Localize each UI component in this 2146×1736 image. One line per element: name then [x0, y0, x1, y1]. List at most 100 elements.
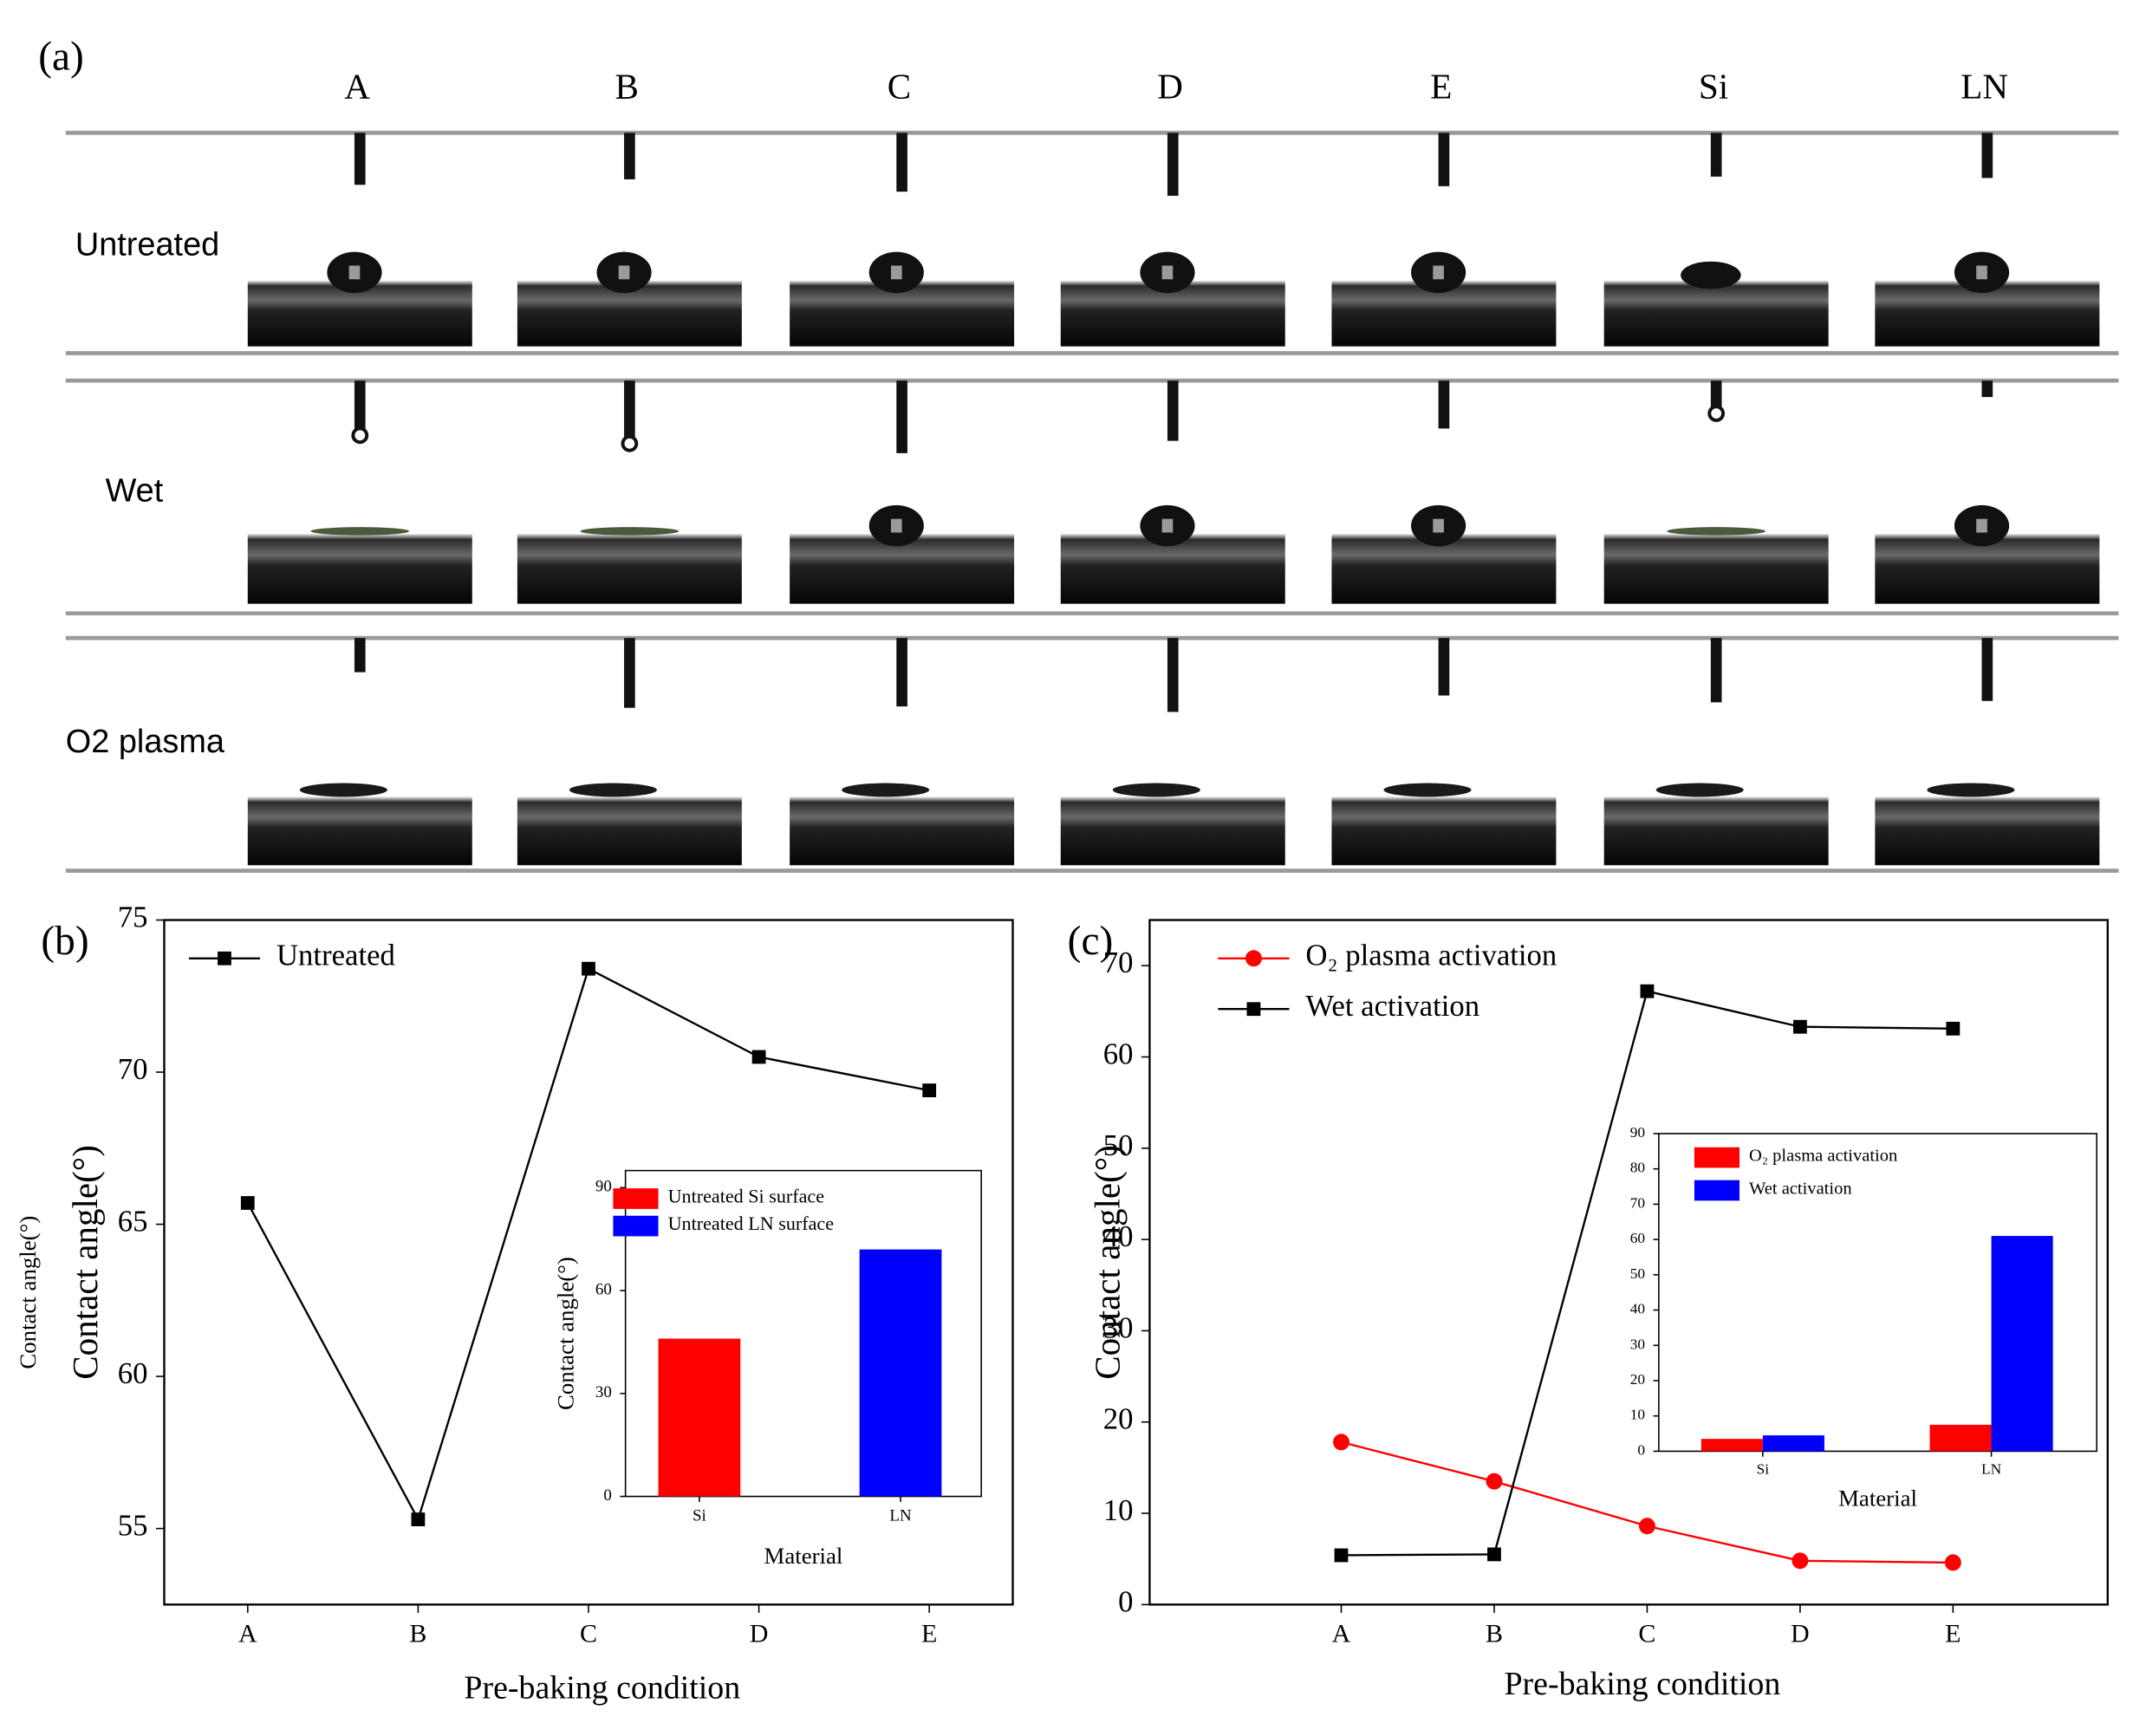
needle-drop	[621, 434, 639, 452]
x-tick-label: A	[238, 1620, 257, 1648]
y-tick-label: 40	[1630, 1301, 1646, 1317]
droplet	[1112, 783, 1200, 797]
needle	[896, 380, 907, 453]
column-label: C	[888, 67, 911, 107]
substrate	[1060, 796, 1285, 866]
droplet	[310, 527, 410, 536]
y-tick-label: 20	[1630, 1371, 1646, 1388]
marker	[411, 1512, 426, 1526]
y-tick-label: 50	[1630, 1265, 1646, 1282]
legend-label: Untreated LN surface	[668, 1213, 835, 1234]
x-axis-title: Pre-baking condition	[1504, 1666, 1780, 1702]
y-tick-label: 30	[595, 1383, 612, 1401]
needle	[896, 638, 907, 707]
legend-swatch	[1694, 1147, 1740, 1168]
legend-label: Wet activation	[1305, 989, 1479, 1023]
droplet	[299, 783, 387, 797]
x-tick-label: C	[580, 1620, 597, 1648]
needle	[1438, 380, 1450, 429]
x-axis-title: Material	[1838, 1485, 1917, 1511]
y-tick-label: 75	[118, 900, 148, 933]
x-axis-title: Pre-baking condition	[464, 1670, 740, 1707]
y-tick-label: 70	[118, 1052, 148, 1086]
marker	[751, 1050, 766, 1064]
substrate	[1603, 280, 1829, 347]
needle-drop	[1707, 405, 1726, 422]
bar	[1701, 1439, 1763, 1452]
column-label: B	[615, 67, 639, 107]
y-tick-label: 40	[1103, 1219, 1134, 1253]
y-tick-label: 80	[1630, 1160, 1646, 1176]
bar	[658, 1338, 741, 1497]
y-tick-label: 90	[595, 1178, 612, 1196]
legend-label: O₂ plasma activation	[1749, 1147, 1897, 1166]
substrate	[1875, 796, 2100, 866]
droplet-highlight	[1433, 265, 1444, 280]
marker	[1946, 1021, 1961, 1036]
needle	[896, 133, 907, 192]
y-tick-label: 10	[1630, 1407, 1646, 1423]
substrate	[247, 796, 472, 866]
marker	[922, 1083, 937, 1098]
y-axis-title: Contact angle(°)	[65, 1145, 105, 1380]
x-tick-label: D	[750, 1620, 769, 1648]
droplet-highlight	[890, 518, 902, 533]
y-tick-label: 60	[1103, 1037, 1134, 1070]
y-tick-label: 60	[118, 1356, 148, 1390]
needle	[1981, 638, 1993, 701]
needle	[1438, 133, 1450, 186]
y-axis-title: Contact angle(°)	[552, 1257, 578, 1410]
x-tick-label: Si	[1757, 1460, 1770, 1477]
marker	[1640, 984, 1655, 998]
marker	[1638, 1518, 1655, 1535]
y-tick-label: 70	[1630, 1194, 1646, 1211]
droplet-highlight	[1433, 518, 1444, 533]
droplet-highlight	[1161, 265, 1174, 280]
droplet-highlight	[1976, 518, 1987, 533]
x-tick-label: B	[409, 1620, 426, 1648]
y-tick-label: 60	[1630, 1230, 1646, 1246]
substrate	[247, 534, 472, 604]
needle	[624, 380, 635, 439]
y-axis-title: Contact angle(°)	[15, 1216, 41, 1369]
substrate	[1603, 796, 1829, 866]
needle	[1438, 638, 1450, 696]
needle	[1710, 133, 1722, 177]
legend-swatch	[1694, 1180, 1740, 1201]
legend-marker	[218, 951, 231, 966]
droplet	[1667, 527, 1766, 536]
needle	[624, 133, 635, 179]
y-tick-label: 0	[1637, 1441, 1645, 1458]
droplet-highlight	[348, 265, 361, 280]
droplet	[580, 527, 680, 536]
needle	[1710, 638, 1722, 703]
y-tick-label: 0	[603, 1486, 611, 1505]
y-axis-title: Contact angle(°)	[1088, 1145, 1128, 1380]
needle	[354, 133, 366, 185]
y-tick-label: 90	[1630, 1124, 1646, 1141]
legend-label: Untreated	[276, 939, 395, 972]
legend-label: Wet activation	[1749, 1179, 1852, 1198]
needle-drop	[351, 426, 369, 445]
y-tick-label: 20	[1103, 1402, 1134, 1436]
legend-swatch	[613, 1188, 659, 1209]
droplet-highlight	[618, 265, 630, 280]
y-tick-label: 10	[1103, 1493, 1134, 1527]
y-tick-label: 0	[1118, 1584, 1133, 1618]
droplet	[842, 783, 930, 797]
droplet	[1655, 783, 1744, 797]
y-tick-label: 65	[118, 1205, 148, 1239]
marker	[582, 961, 595, 976]
droplet-highlight	[1161, 518, 1174, 533]
needle	[624, 638, 635, 708]
droplet-highlight	[890, 265, 902, 280]
column-label: D	[1157, 67, 1183, 107]
panel-label: (b)	[41, 919, 88, 964]
row-label: O2 plasma	[66, 724, 225, 760]
legend-label: Untreated Si surface	[668, 1185, 825, 1206]
x-tick-label: A	[1332, 1620, 1351, 1648]
bar	[1762, 1435, 1824, 1452]
x-axis-title: Material	[764, 1543, 842, 1569]
droplet-highlight	[1976, 265, 1987, 280]
substrate	[1331, 796, 1557, 866]
